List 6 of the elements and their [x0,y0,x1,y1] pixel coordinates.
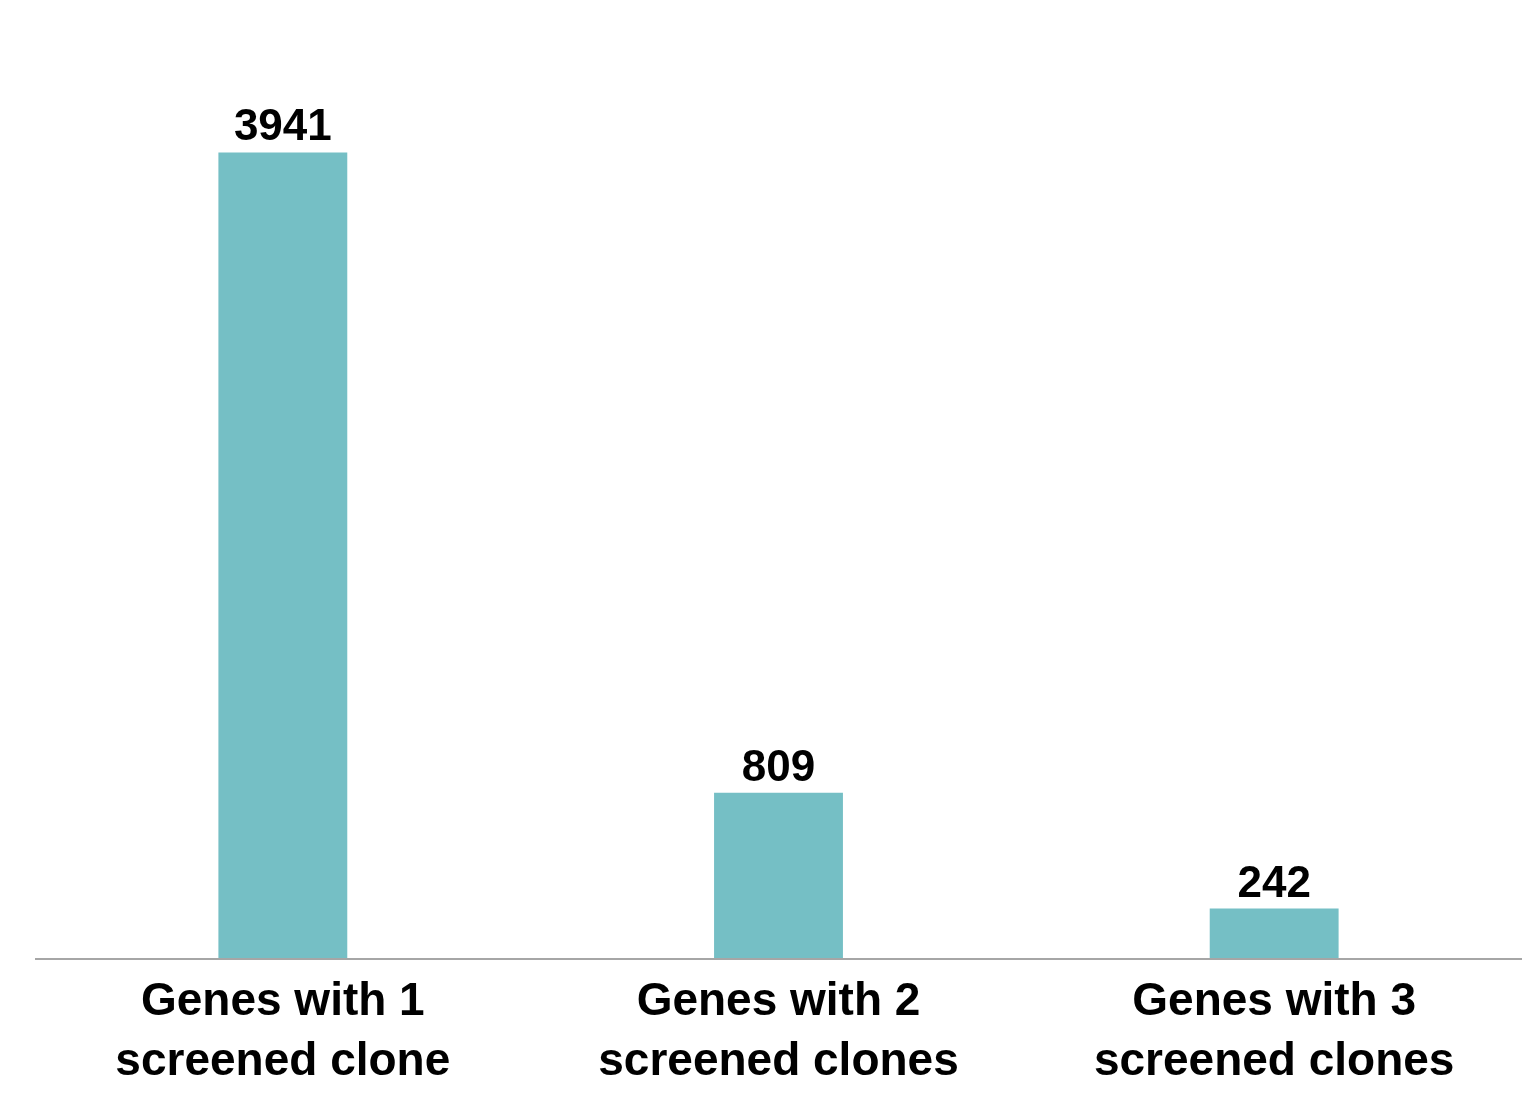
x-tick-label: Genes with 2 screened clones [598,973,959,1085]
x-tick-label: Genes with 3 screened clones [1093,973,1455,1085]
data-label: 3941 [233,100,332,150]
x-tick-label: Genes with 1 screened clone [115,973,451,1085]
data-label: 242 [1237,856,1311,906]
data-label: 809 [741,740,816,790]
